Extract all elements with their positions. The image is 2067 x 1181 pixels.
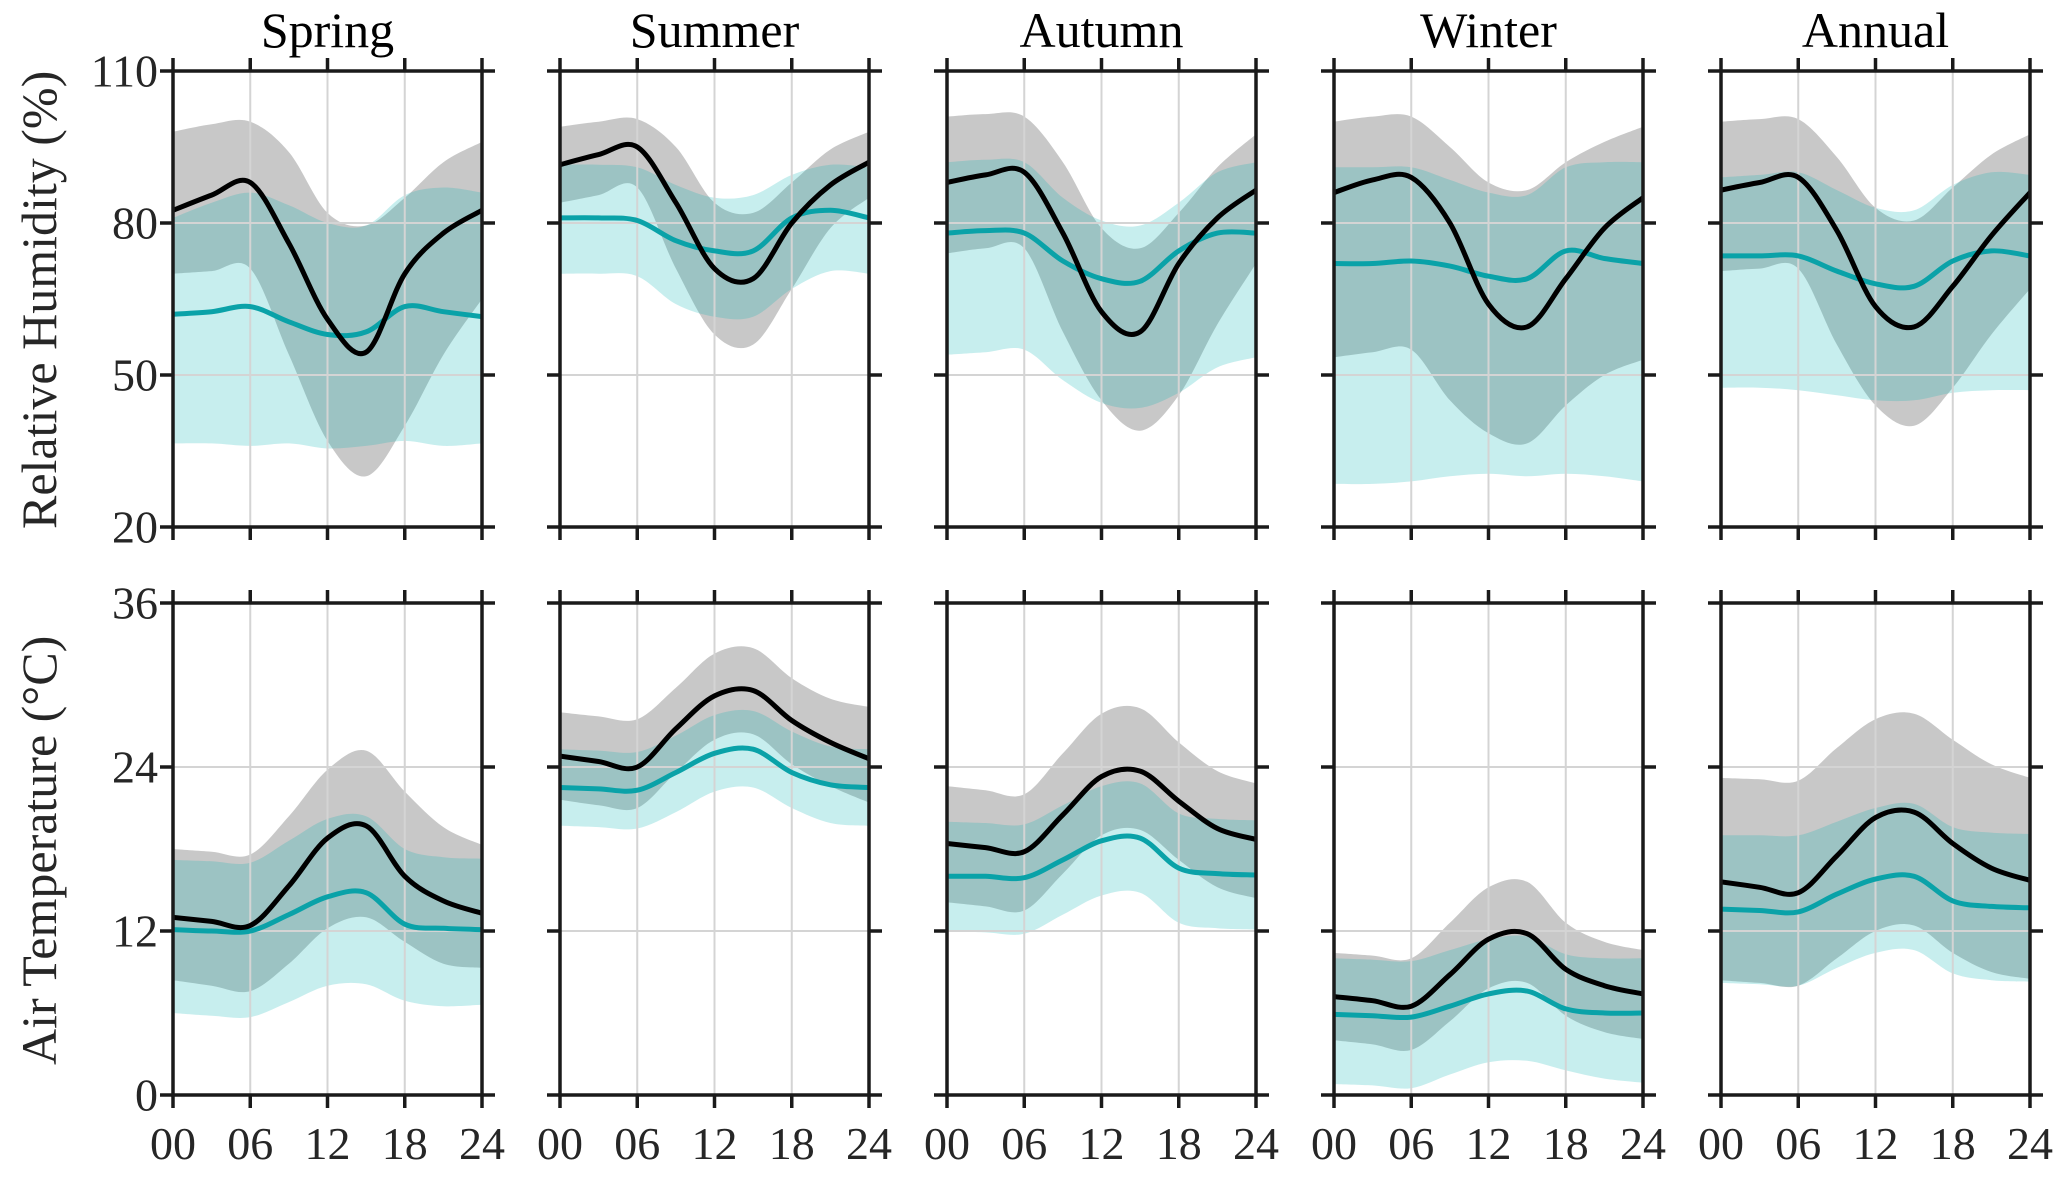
teal-mean-line [947, 227, 1256, 286]
panel-temperature-spring [160, 590, 495, 1108]
x-tick-label: 00 [537, 1118, 583, 1169]
black-mean-line [947, 766, 1256, 857]
x-tick-label: 18 [1929, 1118, 1976, 1169]
x-tick-label: 06 [1001, 1118, 1048, 1169]
black-mean-line [1721, 172, 2030, 331]
x-tick-label: 06 [227, 1118, 274, 1169]
teal-mean-line [1334, 987, 1643, 1021]
x-tick-label: 24 [1233, 1118, 1279, 1169]
black-mean-line [947, 165, 1256, 337]
column-title-summer: Summer [629, 2, 800, 58]
panel-temperature-summer [547, 590, 882, 1108]
teal-mean-line [1334, 247, 1643, 283]
y-tick-label: 20 [112, 501, 158, 553]
y-tick-label: 36 [112, 577, 158, 629]
black-mean-line [560, 141, 869, 285]
panel-temperature-annual [1708, 590, 2043, 1108]
x-tick-label: 12 [1852, 1118, 1899, 1169]
x-tick-label: 12 [304, 1118, 351, 1169]
x-tick-label: 00 [150, 1118, 196, 1169]
y-tick-label: 80 [112, 197, 158, 249]
panel-humidity-winter [1321, 58, 1656, 540]
black-mean-line [173, 821, 482, 931]
x-tick-label: 00 [1311, 1118, 1357, 1169]
x-tick-label: 18 [381, 1118, 428, 1169]
column-title-winter: Winter [1420, 2, 1557, 58]
column-title-annual: Annual [1801, 2, 1950, 58]
column-title-autumn: Autumn [1019, 2, 1184, 58]
teal-mean-line [173, 888, 482, 935]
teal-mean-line [1721, 872, 2030, 916]
x-tick-label: 24 [2007, 1118, 2053, 1169]
y-tick-label: 110 [90, 45, 158, 97]
x-tick-label: 06 [614, 1118, 661, 1169]
y-tick-label: 0 [135, 1069, 158, 1121]
black-mean-line [1334, 928, 1643, 1010]
x-tick-label: 24 [459, 1118, 505, 1169]
x-tick-label: 12 [691, 1118, 738, 1169]
y-tick-label: 50 [112, 349, 158, 401]
teal-mean-line [560, 207, 869, 257]
black-mean-line [173, 177, 482, 357]
black-mean-line [1334, 171, 1643, 331]
x-tick-label: 24 [846, 1118, 892, 1169]
x-tick-label: 06 [1775, 1118, 1822, 1169]
x-tick-label: 12 [1078, 1118, 1125, 1169]
black-mean-line [560, 686, 869, 772]
panel-humidity-spring [160, 58, 495, 540]
black-mean-line [1721, 807, 2030, 897]
column-title-spring: Spring [260, 2, 395, 58]
teal-mean-line [560, 745, 869, 794]
x-tick-label: 00 [924, 1118, 970, 1169]
x-tick-label: 12 [1465, 1118, 1512, 1169]
y-tick-label: 24 [112, 741, 158, 793]
x-tick-label: 18 [1542, 1118, 1589, 1169]
panel-humidity-annual [1708, 58, 2043, 540]
panel-humidity-summer [547, 58, 882, 540]
x-tick-label: 24 [1620, 1118, 1666, 1169]
x-tick-label: 18 [768, 1118, 815, 1169]
y-tick-label: 12 [112, 905, 158, 957]
x-tick-label: 00 [1698, 1118, 1744, 1169]
teal-mean-line [173, 303, 482, 339]
x-tick-label: 18 [1155, 1118, 1202, 1169]
x-tick-label: 06 [1388, 1118, 1435, 1169]
teal-mean-line [947, 833, 1256, 882]
panel-temperature-winter [1321, 590, 1656, 1108]
y-axis-label-humidity: Relative Humidity (%) [11, 70, 67, 530]
y-axis-label-temperature: Air Temperature (°C) [11, 635, 67, 1065]
panel-temperature-autumn [934, 590, 1269, 1108]
panel-humidity-autumn [934, 58, 1269, 540]
